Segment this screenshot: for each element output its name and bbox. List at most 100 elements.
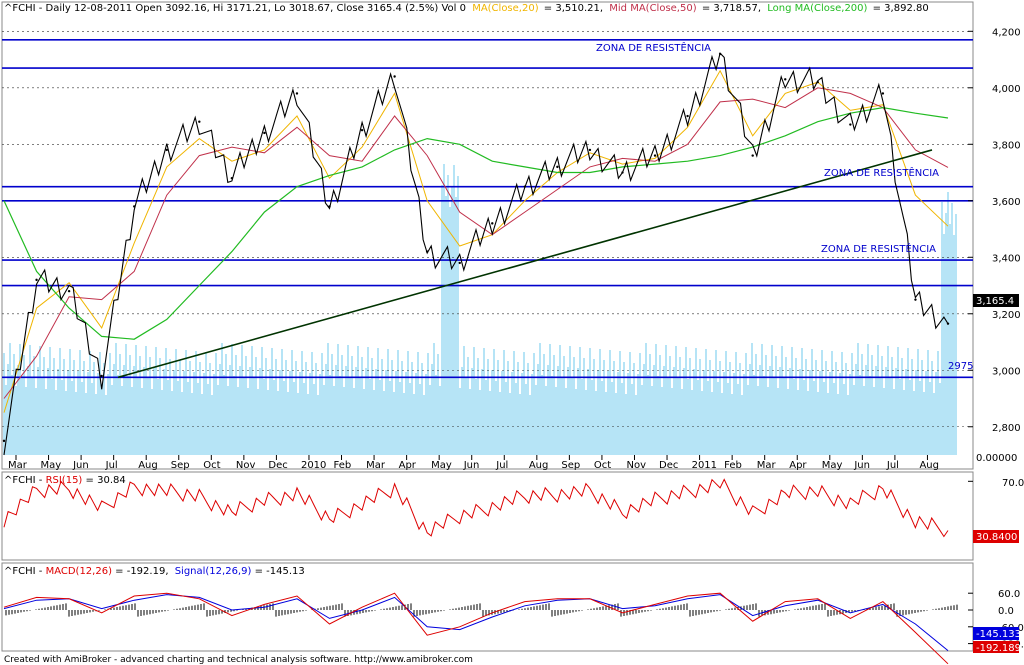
price-point xyxy=(588,148,592,152)
price-point xyxy=(718,52,722,56)
x-tick-label: Aug xyxy=(919,460,939,471)
macd-title-label: MACD(12,26) xyxy=(46,566,113,577)
zone-label-3: ZONA DE RESISTÊNCIA xyxy=(821,242,936,255)
x-tick-label: Sep xyxy=(171,460,190,471)
ma-long-value: = 3,892.80 xyxy=(873,3,929,14)
x-tick-label: May xyxy=(431,460,452,471)
volume-zero-label: 0.00000 xyxy=(976,453,1017,464)
rsi-header: ^FCHI - RSI(15) = 30.84 xyxy=(4,475,126,486)
price-point xyxy=(816,80,819,84)
support-label: 2975 xyxy=(948,361,973,372)
price-point xyxy=(751,154,754,157)
price-point xyxy=(133,205,136,208)
ma-mid-value: = 3,718.57, xyxy=(702,3,761,14)
moving-averages xyxy=(3,69,949,413)
price-point xyxy=(491,222,494,225)
price-point xyxy=(425,250,429,253)
macd-last-value: -192.189 xyxy=(976,643,1021,654)
x-tick-label: Mar xyxy=(757,460,777,471)
signal-last-box xyxy=(973,627,1019,640)
price-tick-label: 4,000 xyxy=(992,84,1021,95)
x-tick-label: Oct xyxy=(203,460,220,471)
zone-label-2: ZONA DE RESISTÊNCIA xyxy=(824,166,939,179)
price-y-axis: 2,800 3,000 3,200 3,400 3,600 3,800 4,000 4,200 xyxy=(968,27,1021,434)
x-tick-label: Aug xyxy=(529,460,549,471)
x-tick-label: Jun xyxy=(72,460,89,471)
price-point xyxy=(686,114,689,118)
x-tick-label: Jul xyxy=(105,460,118,471)
rsi-title-value: = 30.84 xyxy=(86,475,126,486)
x-tick-label: Mar xyxy=(366,460,386,471)
price-tick-label: 4,200 xyxy=(992,27,1021,38)
price-tick-label: 3,200 xyxy=(992,310,1021,321)
x-tick-label: Dec xyxy=(659,460,678,471)
x-tick-label: Sep xyxy=(561,460,580,471)
price-header: ^FCHI - Daily 12-08-2011 Open 3092.16, H… xyxy=(4,3,929,14)
x-tick-label: Mar xyxy=(8,460,28,471)
ma-mid-label: Mid MA(Close,50) xyxy=(609,3,696,14)
macd-panel xyxy=(1,562,974,652)
ma50-line xyxy=(3,87,949,399)
signal-last-value: -145.133 xyxy=(976,629,1021,640)
signal-title-value: = -145.13 xyxy=(255,566,305,577)
price-point xyxy=(523,185,527,188)
macd-lines xyxy=(3,592,958,665)
price-tick-label: 3,600 xyxy=(992,197,1021,208)
x-tick-label: Nov xyxy=(626,460,646,471)
price-point xyxy=(849,123,852,126)
price-tick-label: 3,400 xyxy=(992,253,1021,264)
rsi-panel xyxy=(1,471,974,561)
price-point xyxy=(295,92,299,95)
price-point xyxy=(67,289,71,293)
price-series xyxy=(2,52,950,456)
rsi-title-label: RSI(15) xyxy=(46,475,83,486)
price-point xyxy=(458,261,461,265)
rsi-series xyxy=(3,478,949,538)
rsi-title-prefix: ^FCHI - xyxy=(4,475,46,486)
x-tick-label: Jun xyxy=(463,460,480,471)
signal-title-label: Signal(12,26,9) xyxy=(175,566,252,577)
price-line xyxy=(3,52,949,456)
x-axis: Mar May Jun Jul Aug Sep Oct Nov Dec 2010 Feb Mar Apr… xyxy=(8,455,939,471)
x-tick-label: Dec xyxy=(268,460,287,471)
symbol-info: ^FCHI - Daily 12-08-2011 Open 3092.16, H… xyxy=(4,3,466,14)
x-tick-label: May xyxy=(822,460,843,471)
x-tick-label: Jun xyxy=(853,460,870,471)
macd-title-prefix: ^FCHI - xyxy=(4,566,46,577)
price-point xyxy=(230,176,234,180)
x-tick-label: Nov xyxy=(236,460,256,471)
price-tick-label: 3,000 xyxy=(992,366,1021,377)
x-tick-label: 2010 xyxy=(301,460,326,471)
price-point xyxy=(881,92,885,95)
x-tick-label: Oct xyxy=(594,460,611,471)
last-price-box xyxy=(973,294,1019,307)
price-point xyxy=(2,439,6,443)
ma20-line xyxy=(3,69,949,413)
price-tick-label: 2,800 xyxy=(992,423,1021,434)
resistance-lines xyxy=(2,38,973,379)
price-point xyxy=(328,205,331,208)
price-point xyxy=(198,120,201,123)
macd-title-value: = -192.19, xyxy=(115,566,168,577)
signal-series xyxy=(3,594,949,651)
ma200-line xyxy=(3,106,949,340)
rsi-last-box xyxy=(973,530,1019,543)
rsi-tick-70: 70.0 xyxy=(1002,478,1024,489)
ma-long-label: Long MA(Close,200) xyxy=(767,3,867,14)
x-tick-label: Jul xyxy=(886,460,899,471)
rsi-line xyxy=(3,478,973,538)
macd-tick-label: 60.0 xyxy=(998,589,1020,600)
price-point xyxy=(393,75,396,78)
macd-last-box xyxy=(973,641,1019,653)
last-price-value: 3,165.4 xyxy=(976,296,1014,307)
price-point xyxy=(360,128,364,132)
x-tick-label: Aug xyxy=(138,460,158,471)
price-point xyxy=(35,278,38,282)
price-point xyxy=(914,298,917,301)
price-point xyxy=(653,154,657,157)
price-point xyxy=(784,78,787,81)
x-tick-label: Feb xyxy=(334,460,352,471)
x-tick-label: 2011 xyxy=(692,460,717,471)
x-tick-label: Apr xyxy=(399,460,417,471)
